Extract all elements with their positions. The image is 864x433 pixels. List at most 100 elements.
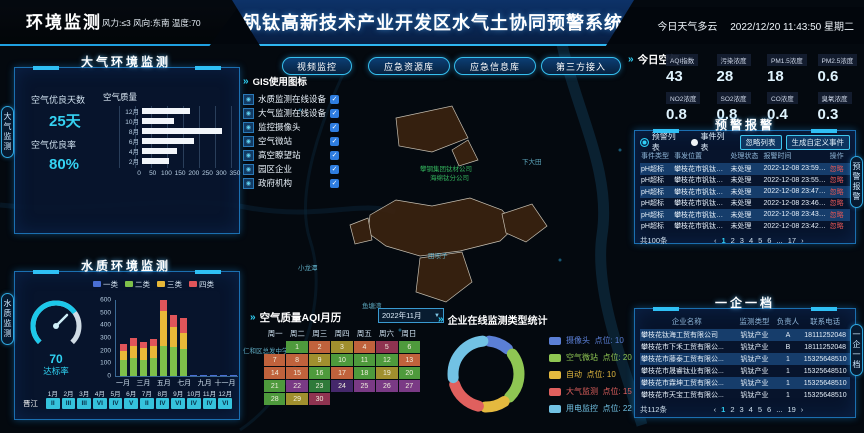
pager-page[interactable]: 6 (767, 236, 772, 245)
calendar-day-cell[interactable]: 7 (264, 354, 286, 366)
calendar-day-cell[interactable]: 18 (353, 367, 376, 379)
calendar-day-cell[interactable]: 4 (353, 341, 376, 353)
gis-layer-item[interactable]: ◉ 监控摄像头 ✓ (243, 120, 339, 134)
calendar-day-cell[interactable]: 24 (331, 380, 353, 392)
calendar-day-cell[interactable]: 16 (308, 367, 331, 379)
enterprise-panel-title: 一企一档 (714, 296, 775, 310)
calendar-day-cell[interactable]: 6 (398, 341, 420, 353)
calendar-day-cell[interactable]: 3 (331, 341, 353, 353)
calendar-day-cell[interactable]: 30 (308, 393, 331, 405)
calendar-day-cell[interactable]: 9 (308, 354, 331, 366)
checkbox-checked-icon[interactable]: ✓ (330, 94, 339, 104)
checkbox-checked-icon[interactable]: ✓ (330, 136, 339, 146)
calendar-day-cell[interactable]: 10 (331, 354, 353, 366)
calendar-day-cell[interactable]: 8 (286, 354, 308, 366)
enterprise-pagination[interactable]: ‹ 1 2 3 4 5 6... 19 › (714, 405, 804, 414)
calendar-day-cell[interactable]: 13 (398, 354, 420, 366)
calendar-day-cell[interactable]: 29 (286, 393, 308, 405)
custom-event-button[interactable]: 生成自定义事件 (785, 134, 850, 150)
pager-page[interactable]: 2 (730, 405, 735, 414)
checkbox-checked-icon[interactable]: ✓ (330, 164, 339, 174)
calendar-day-cell[interactable]: 5 (376, 341, 398, 353)
calendar-day-cell[interactable]: 17 (331, 367, 353, 379)
alarm-table-row[interactable]: pH超标 攀枝花市钒钛产... 未处理 2022-12-08 23:42:00 忽略 (641, 222, 844, 231)
radio-warning-list[interactable]: 预警列表 (640, 131, 683, 153)
calendar-day-cell[interactable]: 14 (264, 367, 286, 379)
alarm-table-row[interactable]: pH超标 攀枝花市钒钛产... 未处理 2022-12-08 23:46:00 忽略 (641, 199, 844, 208)
calendar-day-cell[interactable]: 27 (398, 380, 420, 392)
pager-page[interactable]: 17 (787, 236, 797, 245)
pager-page[interactable]: 3 (739, 405, 744, 414)
side-tab-alarm[interactable]: 预警报警 (850, 156, 863, 208)
calendar-day-cell[interactable]: 21 (264, 380, 286, 392)
checkbox-checked-icon[interactable]: ✓ (330, 108, 339, 118)
pager-page[interactable]: ... (776, 236, 783, 245)
pager-page[interactable]: 5 (758, 236, 763, 245)
checkbox-checked-icon[interactable]: ✓ (330, 122, 339, 132)
calendar-day-cell[interactable]: 12 (376, 354, 398, 366)
alarm-table-row[interactable]: pH超标 攀枝花市钒钛产... 未处理 2022-12-08 23:59:00 忽略 (640, 163, 850, 175)
gis-layer-item[interactable]: ◉ 高空瞭望站 ✓ (243, 148, 339, 162)
pager-page[interactable]: 1 (721, 236, 726, 245)
alarm-table-row[interactable]: pH超标 攀枝花市钒钛产... 未处理 2022-12-08 23:43:00 忽略 (640, 209, 850, 221)
checkbox-checked-icon[interactable]: ✓ (330, 150, 339, 160)
side-tab-water[interactable]: 水质监测 (1, 293, 14, 345)
calendar-day-cell[interactable]: 11 (353, 354, 376, 366)
enterprise-table-row[interactable]: 攀枝花市天宝工贸有限公... 钒钛产业 1 15325648510 (641, 391, 847, 400)
alarm-table-row[interactable]: pH超标 攀枝花市钒钛产... 未处理 2022-12-08 23:55:04 忽略 (641, 176, 844, 185)
calendar-day-cell[interactable]: 25 (353, 380, 376, 392)
alarm-pagination[interactable]: ‹ 1 2 3 4 5 6... 17 › (714, 236, 804, 245)
pager-page[interactable]: 4 (748, 236, 754, 245)
water-x-tick: 一月 (116, 380, 130, 387)
side-tab-enterprise[interactable]: 一企一档 (850, 324, 863, 376)
gis-layer-item[interactable]: ◉ 政府机构 ✓ (243, 176, 339, 190)
gis-layer-label: 监控摄像头 (258, 122, 301, 132)
side-tab-air[interactable]: 大气监测 (1, 106, 14, 158)
calendar-day-cell[interactable]: 28 (264, 393, 286, 405)
alarm-total: 共100条 (640, 236, 668, 245)
pager-prev[interactable]: ‹ (713, 405, 717, 414)
calendar-day-cell[interactable]: 2 (308, 341, 331, 353)
calendar-day-cell[interactable]: 23 (308, 380, 331, 392)
gis-layer-label: 大气监测在线设备 (258, 108, 327, 118)
map-button-0[interactable]: 视频监控 (282, 57, 352, 75)
enterprise-table-row[interactable]: 攀枝花钛海工贸有限公司 钒钛产业 A 18111252048 (640, 329, 850, 341)
air-stat-label: PM2.5浓度 (817, 54, 858, 66)
pager-page[interactable]: 1 (721, 405, 726, 414)
pager-page[interactable]: 6 (767, 405, 772, 414)
pager-next[interactable]: › (800, 405, 804, 414)
pager-prev[interactable]: ‹ (713, 236, 717, 245)
calendar-day-cell[interactable]: 20 (398, 367, 420, 379)
pager-page[interactable]: ... (776, 405, 783, 414)
map-button-1[interactable]: 应急资源库 (368, 57, 450, 75)
gis-layer-label: 高空瞭望站 (258, 150, 301, 160)
pager-page[interactable]: 5 (757, 405, 763, 414)
enterprise-table-row[interactable]: 攀枝花市霖坤工贸有限公... 钒钛产业 1 15325648510 (640, 377, 850, 389)
calendar-day-cell[interactable]: 26 (376, 380, 398, 392)
calendar-day-cell[interactable]: 19 (376, 367, 398, 379)
pager-page[interactable]: 19 (787, 405, 796, 414)
alarm-table-row[interactable]: pH超标 攀枝花市钒钛产... 未处理 2022-12-08 23:47:00 忽略 (640, 186, 850, 198)
pager-page[interactable]: 3 (739, 236, 744, 245)
gis-layer-item[interactable]: ◉ 空气微站 ✓ (243, 134, 339, 148)
calendar-month-select[interactable]: 2022年11月 ▼ (378, 308, 444, 323)
gis-layer-item[interactable]: ◉ 水质监测在线设备 ✓ (243, 92, 339, 106)
calendar-day-cell[interactable]: 1 (286, 341, 308, 353)
enterprise-table-row[interactable]: 攀枝花市藤泰工贸有限公... 钒钛产业 1 15325648510 (640, 353, 850, 365)
pager-next[interactable]: › (801, 236, 804, 245)
map-button-2[interactable]: 应急信息库 (454, 57, 536, 75)
calendar-day-cell[interactable]: 22 (286, 380, 308, 392)
map-place-label: 海绵钛分公司 (430, 175, 469, 182)
enterprise-table-row[interactable]: 攀枝花市晟睿钛业有限公... 钒钛产业 1 15325648510 (641, 367, 847, 376)
enterprise-table-row[interactable]: 攀枝花市下禾工贸有限公... 钒钛产业 B 18111252048 (641, 343, 847, 352)
radio-event-list[interactable]: 事件列表 (690, 131, 732, 153)
checkbox-checked-icon[interactable]: ✓ (330, 178, 339, 188)
ignore-list-button[interactable]: 忽略列表 (739, 134, 782, 150)
pager-page[interactable]: 2 (730, 236, 735, 245)
pager-page[interactable]: 4 (748, 405, 753, 414)
calendar-day-cell[interactable]: 15 (286, 367, 308, 379)
page-title: 钒钛高新技术产业开发区水气土协同预警系统 (243, 13, 623, 33)
gis-layer-item[interactable]: ◉ 园区企业 ✓ (243, 162, 339, 176)
gis-layer-item[interactable]: ◉ 大气监测在线设备 ✓ (243, 106, 339, 120)
map-button-3[interactable]: 第三方接入 (541, 57, 621, 75)
